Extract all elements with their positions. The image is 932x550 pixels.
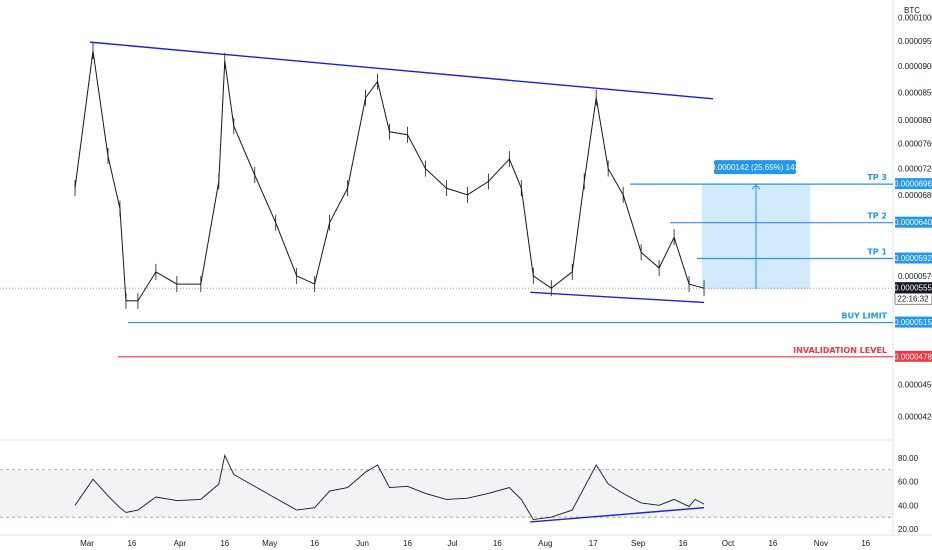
level-label: INVALIDATION LEVEL (793, 346, 887, 355)
level-tag-bg (895, 178, 932, 190)
current-price-value: 0.0000555 (894, 284, 932, 293)
level-tag-bg (895, 252, 932, 264)
level-tag-value: 0.0000478 (894, 352, 932, 361)
current-price-tag: 0.0000555 22:16:32 (894, 282, 932, 305)
trendline-upper-resistance (89, 41, 714, 100)
price-series (74, 42, 705, 309)
time-tick: 16 (127, 539, 136, 548)
level-tag-value: 0.0000592 (894, 254, 932, 263)
rsi-tick: 60.00 (898, 478, 919, 487)
time-tick: Jun (356, 539, 369, 548)
rsi-series (74, 454, 705, 523)
rsi-line (74, 454, 705, 521)
symbol-label: BTC (904, 6, 920, 15)
level-label: TP 2 (867, 212, 887, 221)
time-tick: Mar (80, 539, 94, 548)
time-tick: Nov (814, 539, 828, 548)
time-tick: 16 (220, 539, 229, 548)
rsi-tick: 20.00 (898, 525, 919, 534)
time-tick: Apr (174, 539, 187, 548)
time-tick: Jul (447, 539, 457, 548)
rsi-band (0, 469, 893, 518)
time-tick: Sep (631, 539, 646, 548)
time-tick: 16 (493, 539, 502, 548)
level-label: TP 1 (867, 248, 887, 257)
level-tag-value: 0.0000696 (894, 180, 932, 189)
target-box: 0.0000142 (25.65%) 142 (702, 160, 810, 290)
time-tick: 16 (403, 539, 412, 548)
target-box-label: 0.0000142 (25.65%) 142 (711, 163, 800, 172)
time-tick: Aug (538, 539, 552, 548)
level-tag-bg (895, 316, 932, 328)
rsi-axis[interactable]: 80.00 60.00 40.00 20.00 (898, 454, 919, 534)
level-tag-bg (895, 216, 932, 228)
countdown-value: 22:16:32 (897, 295, 929, 304)
time-tick: May (262, 539, 277, 548)
level-tag-bg (895, 350, 932, 362)
time-tick: 16 (768, 539, 777, 548)
time-tick: Oct (722, 539, 735, 548)
time-tick: 16 (679, 539, 688, 548)
time-tick: 16 (310, 539, 319, 548)
countdown-bg (894, 292, 932, 305)
target-box-arrowhead (751, 184, 761, 190)
time-axis[interactable]: Mar 16 Apr 16 May 16 Jun 16 Jul 16 Aug 17 Sep 16 Oct 16… (80, 539, 871, 548)
time-tick: 16 (861, 539, 870, 548)
level-label: BUY LIMIT (841, 312, 887, 321)
rsi-panel (0, 469, 893, 518)
price-level-tags: 0.0000696 0.0000640 0.0000592 0.0000515 0.00… (894, 178, 932, 362)
trendline-lower-support (530, 291, 705, 304)
rsi-tick: 80.00 (898, 454, 919, 463)
current-price-tag-bg (895, 282, 932, 294)
price-tick: 0.0000420 (898, 412, 932, 421)
trendlines (89, 41, 714, 304)
level-label: TP 3 (867, 173, 887, 182)
level-tag-value: 0.0000640 (894, 218, 932, 227)
level-tag-value: 0.0000515 (894, 318, 932, 327)
time-tick: 17 (589, 539, 598, 548)
rsi-tick: 40.00 (898, 501, 919, 510)
price-line (74, 50, 705, 302)
price-levels: TP 3 TP 2 TP 1 BUY LIMIT INVALIDATION LEVEL (118, 173, 893, 358)
rsi-divergence-line (530, 507, 705, 523)
target-box-label-bg (714, 160, 796, 175)
